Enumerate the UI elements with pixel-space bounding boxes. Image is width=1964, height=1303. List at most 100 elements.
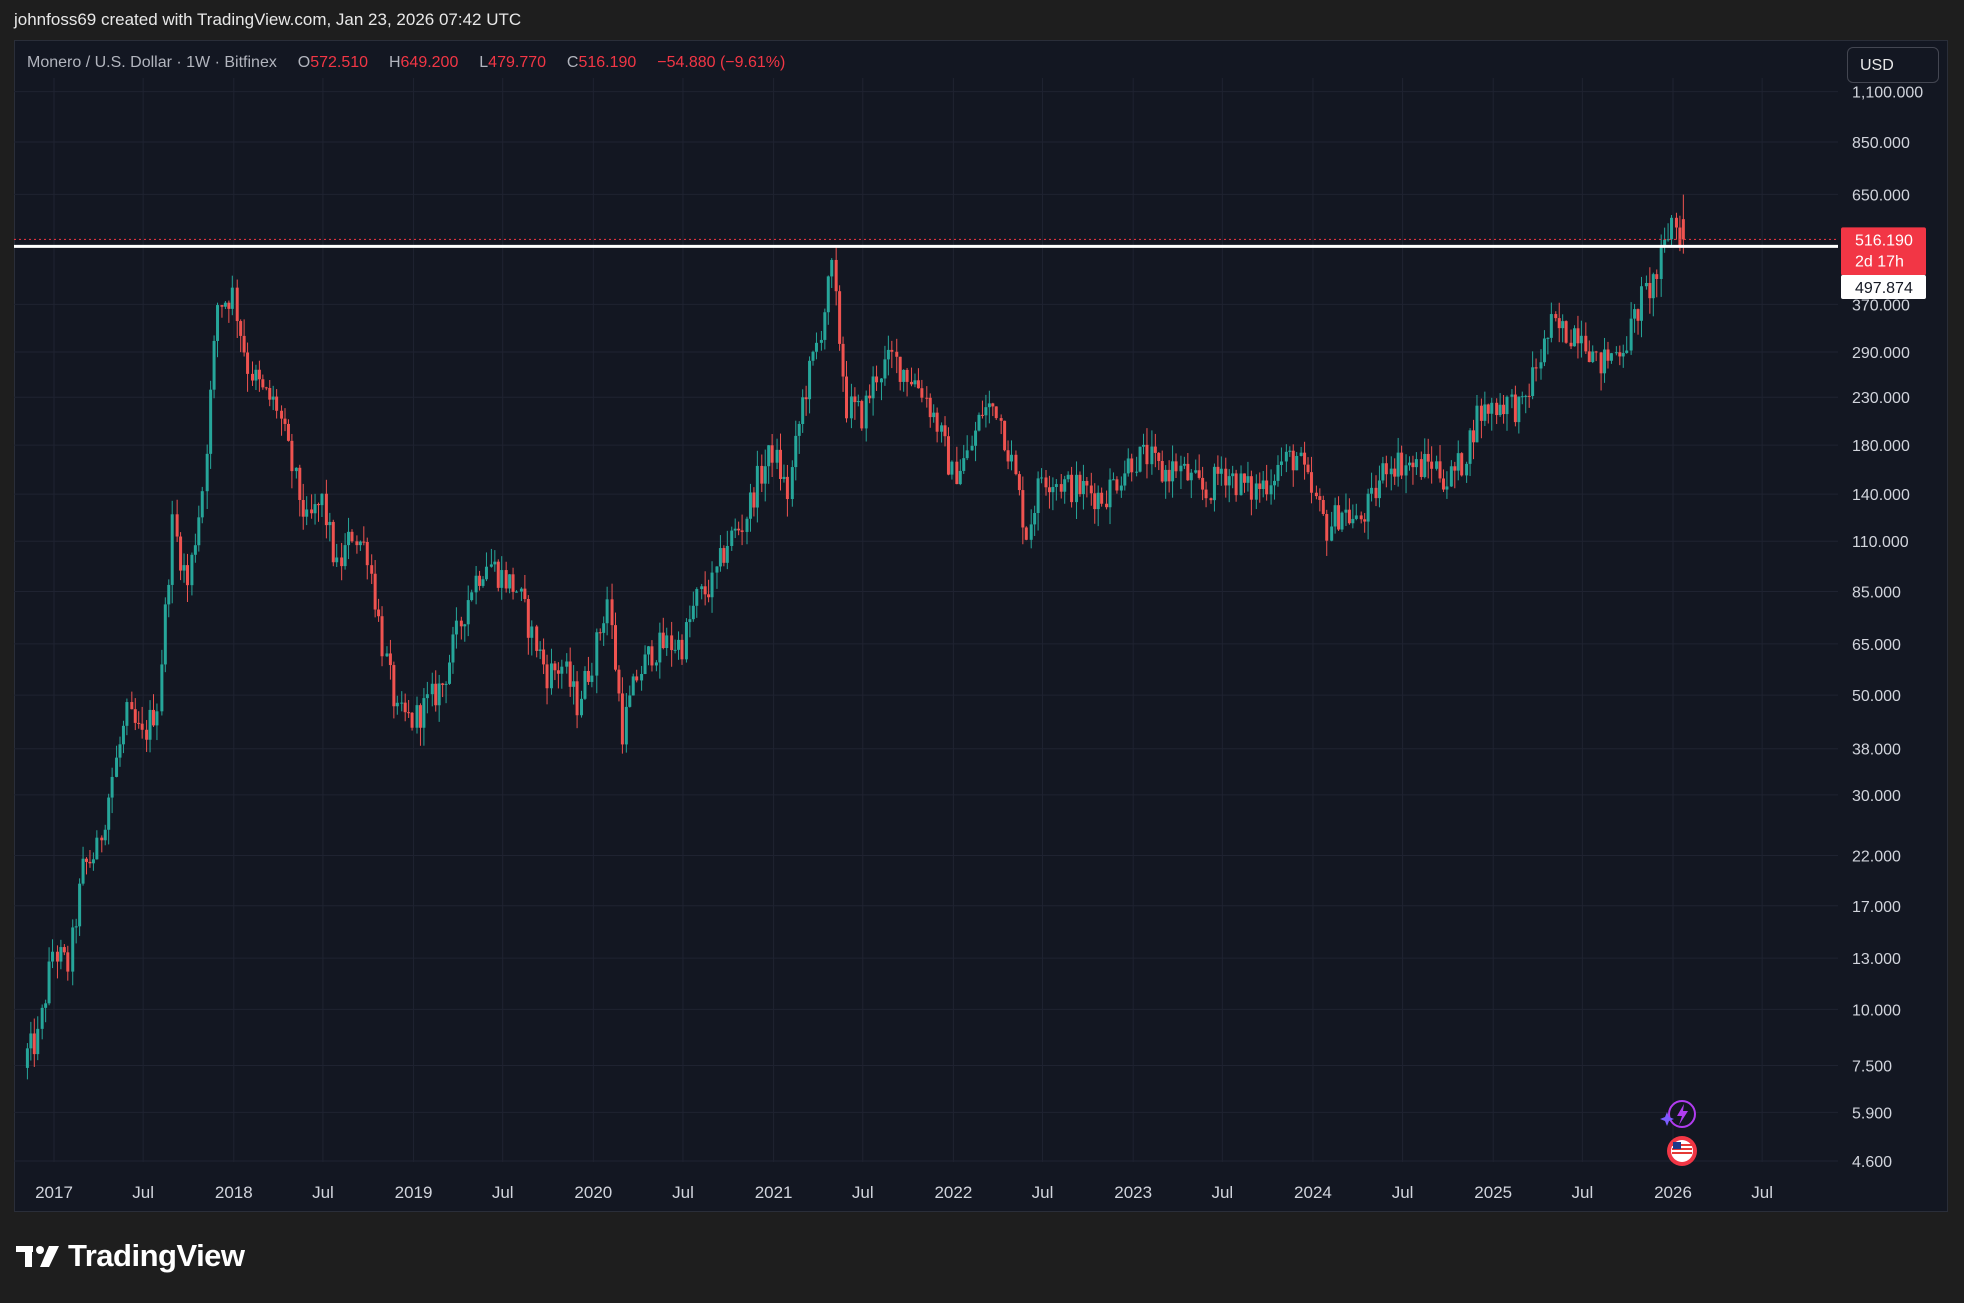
candle-body xyxy=(78,883,82,927)
candle-body xyxy=(1021,490,1025,528)
candle-up xyxy=(730,526,734,551)
candle-down xyxy=(1105,490,1109,510)
candle-body xyxy=(779,449,783,479)
candle-up xyxy=(40,1004,44,1040)
candle-down xyxy=(841,336,845,392)
candle-body xyxy=(500,570,504,588)
events-icon xyxy=(1660,1100,1696,1128)
candle-body xyxy=(1468,430,1472,464)
candle-down xyxy=(1201,466,1205,501)
x-tick-label: 2025 xyxy=(1474,1183,1512,1202)
candle-up xyxy=(1468,428,1472,477)
candle-body xyxy=(1663,239,1667,247)
candle-body xyxy=(66,952,70,972)
candle-body xyxy=(1572,328,1576,347)
x-tick-label: 2021 xyxy=(755,1183,793,1202)
candle-down xyxy=(350,529,354,543)
y-tick-label: 85.000 xyxy=(1852,585,1901,602)
candle-up xyxy=(1633,303,1637,333)
candle-body xyxy=(434,683,438,706)
candle-up xyxy=(1639,276,1643,338)
candle-up xyxy=(1261,471,1265,498)
candle-up xyxy=(1040,468,1044,484)
candle-body xyxy=(489,564,493,567)
candle-up xyxy=(1269,469,1273,505)
candle-body xyxy=(890,349,894,352)
candle-body xyxy=(654,662,658,666)
candle-up xyxy=(448,654,452,685)
candle-down xyxy=(999,414,1003,435)
y-tick-label: 10.000 xyxy=(1852,1002,1901,1019)
candle-up xyxy=(1051,477,1055,511)
candle-up xyxy=(658,622,662,679)
candle-body xyxy=(365,541,369,566)
candle-body xyxy=(470,592,474,601)
candle-body xyxy=(864,395,868,429)
candle-up xyxy=(1029,509,1033,549)
candle-down xyxy=(370,554,374,585)
candle-body xyxy=(358,541,362,546)
candle-up xyxy=(71,919,75,986)
candle-down xyxy=(478,570,482,591)
candle-up xyxy=(36,1016,40,1061)
candle-up xyxy=(1520,391,1524,405)
candle-down xyxy=(661,617,665,650)
candle-body xyxy=(1465,463,1469,476)
candle-down xyxy=(250,361,254,386)
candle-down xyxy=(246,342,250,392)
candle-down xyxy=(301,483,305,530)
candle-up xyxy=(489,548,493,568)
candle-up xyxy=(305,496,309,526)
candle-body xyxy=(103,829,107,841)
candle-body xyxy=(1186,463,1190,481)
candle-down xyxy=(1681,194,1685,254)
candle-up xyxy=(212,335,216,399)
candle-up xyxy=(826,275,830,325)
symbol-title[interactable]: Monero / U.S. Dollar · 1W · Bitfinex xyxy=(27,54,277,71)
currency-button[interactable]: USD xyxy=(1847,47,1939,83)
candle-down xyxy=(227,300,231,323)
candle-body xyxy=(1171,461,1175,482)
candle-down xyxy=(1291,444,1295,487)
candle-down xyxy=(868,384,872,404)
candle-body xyxy=(268,387,272,400)
candle-body xyxy=(1258,483,1262,490)
candle-body xyxy=(242,335,246,353)
candle-body xyxy=(170,514,174,585)
candle-body xyxy=(946,436,950,475)
candle-body xyxy=(1400,452,1404,476)
candle-up xyxy=(1054,479,1058,501)
candle-up xyxy=(1182,456,1186,470)
candle-body xyxy=(340,557,344,567)
candle-up xyxy=(1591,345,1595,364)
close-value: 516.190 xyxy=(578,54,637,71)
lightning-bolt-icon xyxy=(1677,1104,1688,1125)
candle-down xyxy=(316,502,320,522)
candle-body xyxy=(1288,450,1292,452)
candle-up xyxy=(580,690,584,718)
candle-up xyxy=(1075,461,1079,519)
candle-body xyxy=(459,620,463,627)
candle-body xyxy=(1531,367,1535,397)
candle-body xyxy=(556,670,560,674)
chart-pane[interactable] xyxy=(14,40,1948,1212)
candle-up xyxy=(1081,464,1085,510)
candle-down xyxy=(779,433,783,491)
candle-up xyxy=(444,681,448,704)
candle-body xyxy=(310,509,314,514)
candle-down xyxy=(62,944,66,956)
candle-body xyxy=(1549,314,1553,338)
candle-body xyxy=(1059,484,1063,492)
candle-body xyxy=(496,561,500,588)
candle-body xyxy=(974,430,978,446)
open-value: 572.510 xyxy=(310,54,369,71)
x-tick-label: Jul xyxy=(852,1183,874,1202)
candle-down xyxy=(980,400,984,419)
candle-body xyxy=(665,635,669,649)
candle-body xyxy=(1130,458,1134,473)
candle-up xyxy=(1614,346,1618,356)
candle-body xyxy=(620,693,624,745)
candle-down xyxy=(362,526,366,546)
candle-up xyxy=(110,767,114,814)
